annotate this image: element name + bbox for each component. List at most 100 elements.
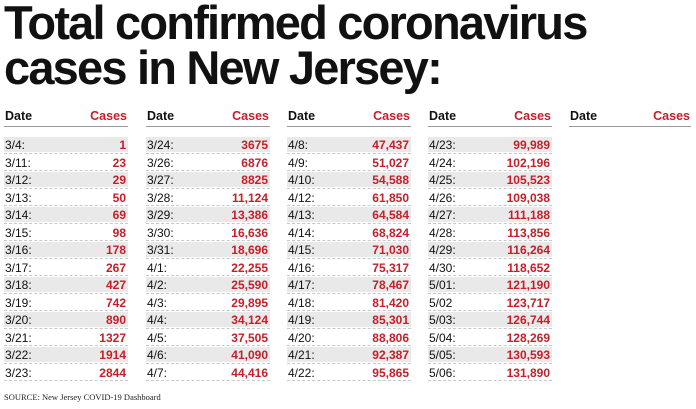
table-row: 3/22: 1914 [4,346,128,364]
table-rows: 4/23: 99,989 4/24: 102,196 4/25: 105,523 4/26:… [428,136,552,381]
table-row: 3/12: 29 [4,171,128,189]
cases-cell: 54,588 [372,173,409,187]
cases-cell: 34,124 [231,313,268,327]
page-title: Total confirmed coronavirus cases in New… [4,0,692,91]
date-header: Date [570,109,598,123]
date-cell: 5/02 [429,295,453,310]
table-row: 4/29: 116,264 [428,241,552,259]
row-shading [428,242,552,257]
table-row: 3/17: 267 [4,259,128,276]
date-cell: 4/3: [147,295,168,310]
cases-cell: 890 [105,313,126,327]
date-cell: 4/15: [288,243,315,257]
table-row: 3/15: 98 [4,224,128,241]
date-cell: 4/12: [288,190,315,205]
date-cell: 3/26: [147,155,174,170]
cases-cell: 18,696 [231,243,268,257]
table-row: 3/11: 23 [4,154,128,171]
cases-cell: 29 [112,173,126,187]
cases-cell: 47,437 [372,138,409,152]
table-row: 4/21: 92,387 [287,346,411,364]
date-cell: 4/16: [288,260,315,275]
date-cell: 3/29: [147,208,174,222]
row-shading [287,207,411,222]
date-cell: 5/03: [429,313,456,327]
date-cell: 4/25: [429,173,456,187]
cases-cell: 92,387 [372,348,409,362]
cases-header: Cases [373,109,410,123]
date-cell: 3/22: [5,348,32,362]
date-cell: 3/30: [147,225,174,240]
table-row: 4/5: 37,505 [146,329,270,346]
date-cell: 4/29: [429,243,456,257]
row-shading [146,242,270,257]
table-row: 3/21: 1327 [4,329,128,346]
table-row: 4/19: 85,301 [287,311,411,329]
date-cell: 4/18: [288,295,315,310]
date-cell: 3/18: [5,278,32,292]
table-row: 3/18: 427 [4,276,128,294]
table-row: 4/23: 99,989 [428,136,552,154]
row-shading [287,347,411,362]
table-row: 3/19: 742 [4,294,128,311]
row-shading [4,347,128,362]
table-row: 3/20: 890 [4,311,128,329]
date-cell: 4/13: [288,208,315,222]
table-row: 4/8: 47,437 [287,136,411,154]
cases-cell: 81,420 [372,295,409,310]
table-row: 4/22: 95,865 [287,364,411,381]
table-row: 3/4: 1 [4,136,128,154]
cases-cell: 25,590 [231,278,268,292]
date-cell: 3/28: [147,190,174,205]
date-cell: 4/28: [429,225,456,240]
table-row: 3/23: 2844 [4,364,128,381]
cases-cell: 1327 [99,330,126,345]
row-shading [146,347,270,362]
date-cell: 4/23: [429,138,456,152]
date-cell: 5/05: [429,348,456,362]
cases-cell: 99,989 [513,138,550,152]
cases-cell: 22,255 [231,260,268,275]
table-row: 3/30: 16,636 [146,224,270,241]
date-cell: 4/8: [288,138,309,152]
column-header: Date Cases [146,108,270,127]
table-row: 4/26: 109,038 [428,189,552,206]
table-row: 3/14: 69 [4,206,128,224]
cases-cell: 123,717 [506,295,550,310]
cases-cell: 1914 [99,348,126,362]
cases-cell: 3675 [241,138,268,152]
cases-cell: 131,890 [506,365,550,380]
table-row: 4/27: 111,188 [428,206,552,224]
cases-cell: 41,090 [231,348,268,362]
cases-cell: 6876 [241,155,268,170]
row-shading [287,137,411,152]
table-row: 3/16: 178 [4,241,128,259]
date-cell: 4/4: [147,313,168,327]
cases-cell: 126,744 [506,313,550,327]
row-shading [428,207,552,222]
cases-cell: 2844 [99,365,126,380]
table-column-group-2: Date Cases 3/24: 3675 3/26: 6876 3/27: 8825 3/… [146,108,270,381]
table-row: 5/04: 128,269 [428,329,552,346]
date-cell: 3/31: [147,243,174,257]
date-cell: 3/17: [5,260,32,275]
table-row: 4/28: 113,856 [428,224,552,241]
table-column-group-3: Date Cases 4/8: 47,437 4/9: 51,027 4/10: 54,5… [287,108,411,381]
date-cell: 3/21: [5,330,32,345]
row-shading [146,207,270,222]
date-cell: 4/20: [288,330,315,345]
cases-cell: 1 [119,138,126,152]
date-cell: 4/24: [429,155,456,170]
row-shading [4,207,128,222]
column-header: Date Cases [4,108,128,127]
cases-cell: 85,301 [372,313,409,327]
row-shading [146,312,270,327]
table-row: 4/30: 118,652 [428,259,552,276]
row-shading [287,242,411,257]
date-cell: 3/12: [5,173,32,187]
table-row: 5/06: 131,890 [428,364,552,381]
cases-cell: 68,824 [372,225,409,240]
row-shading [428,312,552,327]
table-row: 4/25: 105,523 [428,171,552,189]
table-row: 5/05: 130,593 [428,346,552,364]
